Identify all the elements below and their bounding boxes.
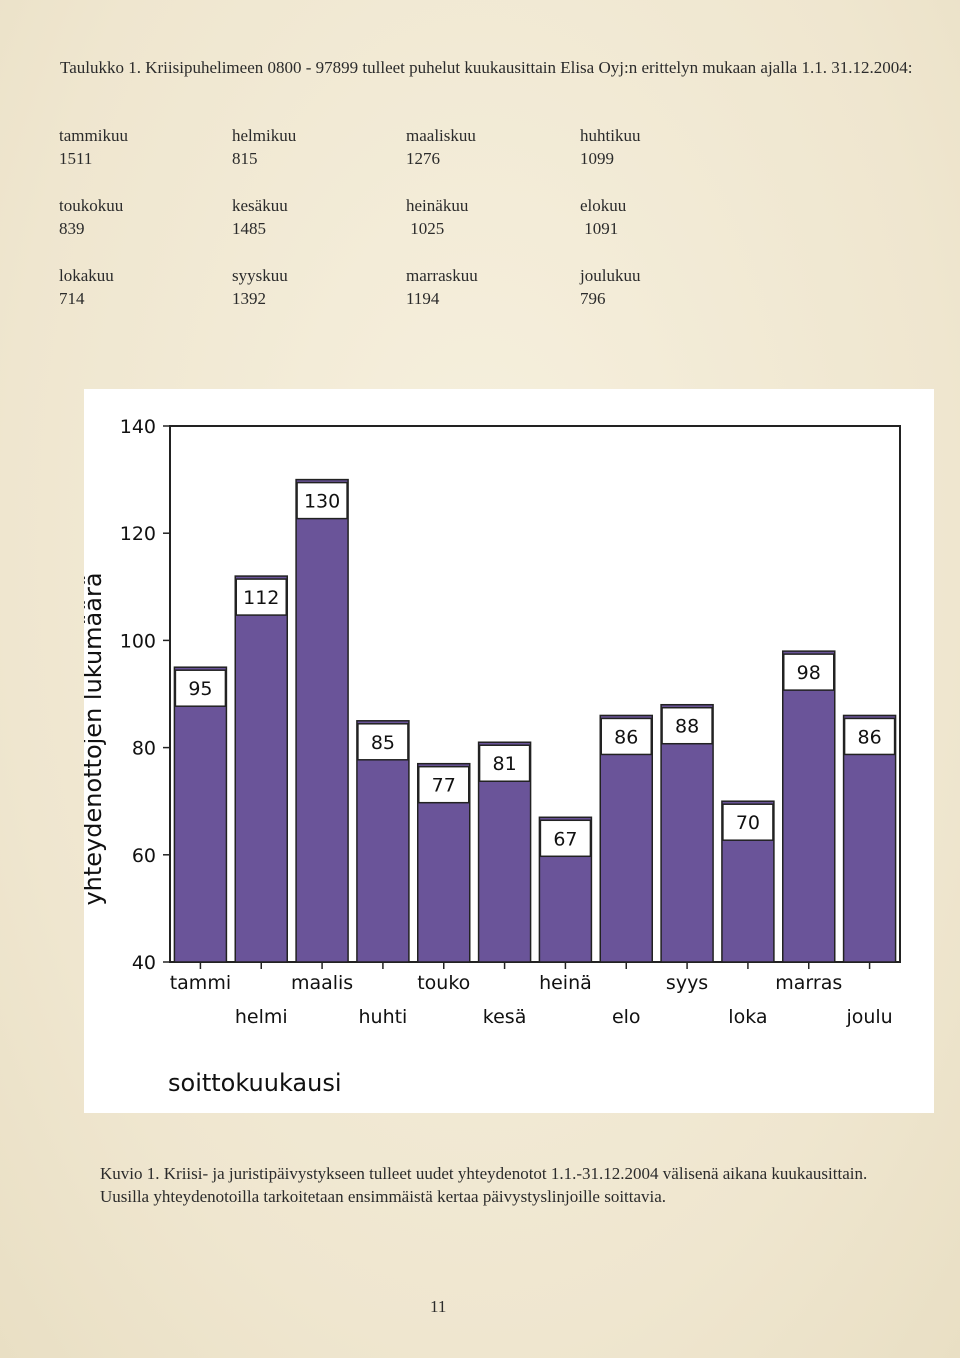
month-cell: joulukuu 796 bbox=[580, 264, 640, 310]
bar-value-label: 86 bbox=[614, 726, 638, 748]
x-axis-title: soittokuukausi bbox=[168, 1069, 342, 1097]
month-cell: tammikuu 1511 bbox=[59, 124, 128, 170]
bar bbox=[660, 703, 714, 963]
month-value: 839 bbox=[59, 219, 85, 238]
month-name: joulukuu bbox=[580, 266, 641, 285]
bar-value-label: 88 bbox=[675, 716, 699, 738]
month-name: lokakuu bbox=[59, 266, 114, 285]
page-number: 11 bbox=[430, 1297, 447, 1316]
month-name: helmikuu bbox=[232, 126, 297, 145]
bar-label-box bbox=[539, 819, 592, 858]
month-value: 796 bbox=[580, 289, 606, 308]
bar bbox=[173, 666, 228, 963]
bar-value-label: 86 bbox=[857, 726, 881, 748]
month-value: 1194 bbox=[406, 289, 440, 308]
bar-label-box bbox=[661, 706, 713, 745]
x-tick-label: heinä bbox=[539, 972, 592, 994]
bar bbox=[234, 575, 288, 963]
bar-value-label: 130 bbox=[304, 491, 340, 513]
month-name: huhtikuu bbox=[580, 126, 641, 145]
month-cell: huhtikuu 1099 bbox=[580, 124, 640, 170]
bar-value-label: 112 bbox=[243, 587, 279, 609]
month-cell: heinäkuu 1025 bbox=[406, 194, 468, 240]
x-tick-label: tammi bbox=[170, 972, 231, 994]
bar-value-label: 81 bbox=[492, 753, 516, 775]
y-tick-label: 140 bbox=[120, 416, 156, 438]
bar bbox=[356, 720, 410, 963]
month-value: 1091 bbox=[580, 219, 619, 238]
y-axis-title: yhteydenottojen lukumäärä bbox=[84, 572, 107, 905]
x-tick-label: elo bbox=[612, 1006, 641, 1028]
y-tick-label: 40 bbox=[132, 952, 156, 974]
bar-value-label: 95 bbox=[188, 678, 212, 700]
x-tick-label: marras bbox=[775, 972, 842, 994]
month-cell: toukokuu 839 bbox=[59, 194, 123, 240]
month-name: kesäkuu bbox=[232, 196, 288, 215]
month-cell: syyskuu 1392 bbox=[232, 264, 288, 310]
bar-chart: 40 60 80 100 120 140 95 tammi 112 helmi 130 maalis 8… bbox=[84, 416, 901, 1097]
bar-label-box bbox=[843, 717, 896, 756]
x-tick-label: joulu bbox=[845, 1006, 892, 1028]
bar-value-label: 98 bbox=[797, 662, 821, 684]
bar-value-label: 85 bbox=[371, 732, 395, 754]
x-tick-label: loka bbox=[728, 1006, 767, 1028]
month-name: syyskuu bbox=[232, 266, 288, 285]
month-cell: kesäkuu 1485 bbox=[232, 194, 288, 240]
month-name: heinäkuu bbox=[406, 196, 469, 215]
x-tick-label: maalis bbox=[291, 972, 353, 994]
month-name: elokuu bbox=[580, 196, 627, 215]
month-value: 1025 bbox=[406, 219, 445, 238]
x-tick-label: helmi bbox=[235, 1006, 288, 1028]
month-value: 1276 bbox=[406, 149, 440, 168]
figure-caption: Kuvio 1. Kriisi- ja juristipäivystykseen… bbox=[100, 1164, 868, 1206]
month-value: 1485 bbox=[232, 219, 266, 238]
month-name: tammikuu bbox=[59, 126, 128, 145]
bar-label-box bbox=[235, 578, 287, 616]
bar-label-box bbox=[296, 481, 348, 520]
bar bbox=[295, 478, 349, 963]
chart-panel: 40 60 80 100 120 140 95 tammi 112 helmi 130 maalis 8… bbox=[84, 389, 934, 1113]
bar bbox=[599, 714, 653, 963]
y-tick-label: 100 bbox=[120, 630, 156, 652]
month-cell: helmikuu 815 bbox=[232, 124, 296, 170]
month-value: 815 bbox=[232, 149, 258, 168]
x-tick-label: touko bbox=[417, 972, 470, 994]
x-tick-label: kesä bbox=[483, 1006, 527, 1028]
y-tick-label: 120 bbox=[120, 523, 156, 545]
bar-label-box bbox=[722, 803, 774, 841]
x-tick-label: huhti bbox=[358, 1006, 407, 1028]
x-tick-label: syys bbox=[666, 972, 708, 994]
bar bbox=[782, 650, 836, 963]
month-name: toukokuu bbox=[59, 196, 124, 215]
month-value: 1392 bbox=[232, 289, 266, 308]
month-cell: elokuu 1091 bbox=[580, 194, 626, 240]
month-name: maaliskuu bbox=[406, 126, 476, 145]
month-value: 1099 bbox=[580, 149, 614, 168]
bar-label-box bbox=[783, 653, 835, 691]
month-cell: lokakuu 714 bbox=[59, 264, 114, 310]
bar-value-label: 70 bbox=[736, 812, 760, 834]
plot-frame bbox=[169, 425, 901, 963]
bar-value-label: 67 bbox=[553, 828, 577, 850]
month-cell: maaliskuu 1276 bbox=[406, 124, 476, 170]
bar-label-box bbox=[600, 717, 652, 756]
month-value: 1511 bbox=[59, 149, 93, 168]
y-tick-label: 80 bbox=[132, 738, 156, 760]
month-value: 714 bbox=[59, 289, 85, 308]
bar-label-box bbox=[357, 723, 409, 761]
y-tick-label: 60 bbox=[132, 845, 156, 867]
month-cell: marraskuu 1194 bbox=[406, 264, 478, 310]
bar-label-box bbox=[418, 765, 470, 804]
month-name: marraskuu bbox=[406, 266, 478, 285]
bar-value-label: 77 bbox=[432, 775, 456, 797]
table-intro-text: Taulukko 1. Kriisipuhelimeen 0800 - 9789… bbox=[60, 58, 913, 77]
bar-label-box bbox=[174, 669, 227, 707]
bar-label-box bbox=[478, 744, 531, 782]
